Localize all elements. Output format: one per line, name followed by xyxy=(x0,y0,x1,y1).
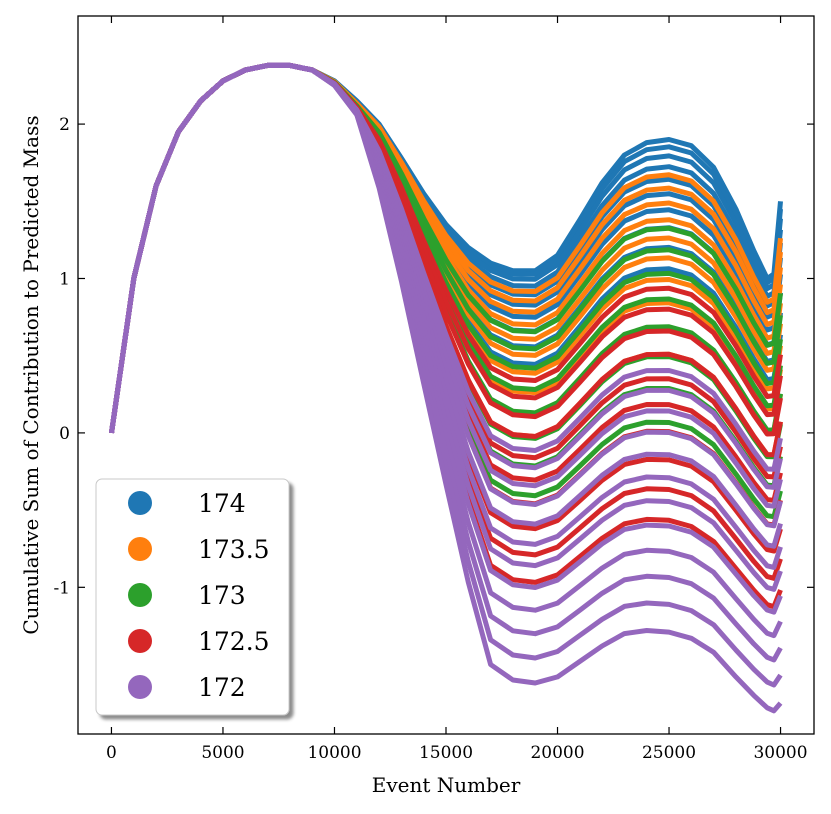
legend-box xyxy=(95,478,290,716)
series-172 xyxy=(109,62,783,714)
y-tick-label: 1 xyxy=(59,269,70,289)
series-line xyxy=(109,62,783,714)
legend-marker xyxy=(128,675,152,699)
x-tick-label: 30000 xyxy=(753,743,807,763)
legend-label: 172.5 xyxy=(198,627,270,656)
x-tick-label: 0 xyxy=(106,743,117,763)
legend-label: 172 xyxy=(198,673,246,702)
x-tick-label: 10000 xyxy=(307,743,361,763)
x-tick-label: 5000 xyxy=(201,743,244,763)
x-tick-label: 25000 xyxy=(642,743,696,763)
legend-label: 173 xyxy=(198,581,246,610)
legend-marker xyxy=(128,491,152,515)
legend-marker xyxy=(128,629,152,653)
tick-layer: 0 5000 10000 15000 20000 25000 30000 -1 0 1 2 xyxy=(53,16,814,763)
series-layer xyxy=(109,62,783,714)
y-tick-label: 0 xyxy=(59,424,70,444)
legend-marker xyxy=(128,583,152,607)
y-tick-label: 2 xyxy=(59,115,70,135)
x-axis-label: Event Number xyxy=(372,773,521,797)
legend: 174 173.5 173 172.5 172 xyxy=(95,478,290,716)
x-tick-label: 20000 xyxy=(530,743,584,763)
y-axis-label: Cumulative Sum of Contribution to Predic… xyxy=(19,115,43,634)
y-tick-label: -1 xyxy=(53,578,70,598)
legend-label: 173.5 xyxy=(198,535,270,564)
legend-label: 174 xyxy=(198,489,246,518)
x-tick-label: 15000 xyxy=(419,743,473,763)
legend-marker xyxy=(128,537,152,561)
